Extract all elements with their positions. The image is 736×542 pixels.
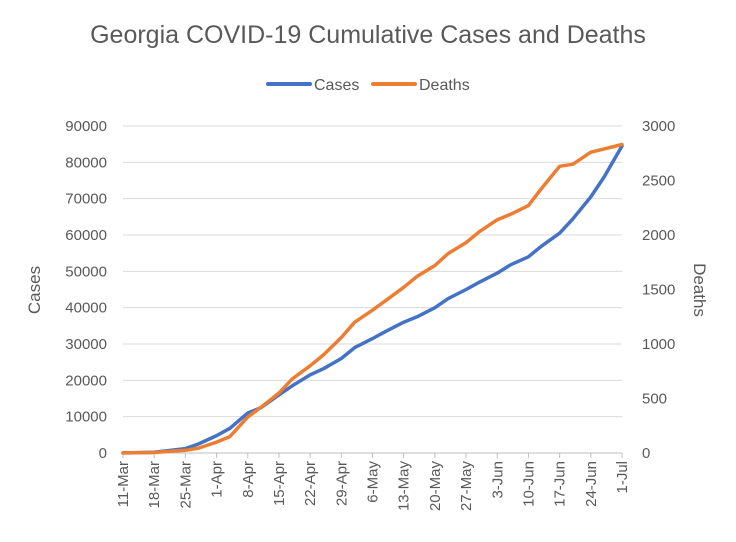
series-lines xyxy=(121,142,624,455)
x-tick-label: 1-Apr xyxy=(209,461,226,498)
x-tick-label: 22-Apr xyxy=(302,461,319,506)
x-tick-label: 11-Mar xyxy=(115,461,132,507)
y-tick-label: 0 xyxy=(99,445,107,462)
y-axis-right-ticks: 0 500 1000 1500 2000 2500 3000 xyxy=(642,118,675,462)
x-tick-label: 6-May xyxy=(365,461,382,503)
chart-title: Georgia COVID-19 Cumulative Cases and De… xyxy=(90,21,646,49)
x-tick-label: 18-Mar xyxy=(146,461,163,509)
x-tick-label: 13-May xyxy=(396,461,413,512)
x-tick-label: 1-Jul xyxy=(614,461,631,494)
y-axis-right-label: Deaths xyxy=(690,263,709,317)
y2-tick-label: 2500 xyxy=(642,173,675,190)
x-tick-label: 17-Jun xyxy=(552,461,569,507)
y-axis-left-label: Cases xyxy=(25,266,44,314)
y2-tick-label: 1000 xyxy=(642,336,675,353)
y2-tick-label: 500 xyxy=(642,391,667,408)
y2-tick-label: 1500 xyxy=(642,282,675,299)
x-axis-ticks: 11-Mar 18-Mar 25-Mar 1-Apr 8-Apr 15-Apr 22-Apr… xyxy=(115,453,631,511)
series-line-cases xyxy=(121,144,624,455)
y-tick-label: 60000 xyxy=(65,227,107,244)
y-axis-left-ticks: 0 10000 20000 30000 40000 50000 60000 70000 8000… xyxy=(65,118,107,462)
x-tick-label: 24-Jun xyxy=(583,461,600,507)
legend: Cases Deaths xyxy=(266,77,470,94)
x-tick-label: 25-Mar xyxy=(177,461,194,509)
x-tick-label: 8-Apr xyxy=(240,461,257,498)
series-line-deaths xyxy=(121,142,624,455)
y-tick-label: 90000 xyxy=(65,118,107,135)
gridlines xyxy=(123,125,622,454)
y2-tick-label: 0 xyxy=(642,445,650,462)
y-tick-label: 80000 xyxy=(65,154,107,171)
x-tick-label: 10-Jun xyxy=(520,461,537,507)
y2-tick-label: 3000 xyxy=(642,118,675,135)
y-tick-label: 40000 xyxy=(65,300,107,317)
y-tick-label: 10000 xyxy=(65,409,107,426)
x-tick-label: 15-Apr xyxy=(271,461,288,506)
y-tick-label: 30000 xyxy=(65,336,107,353)
legend-label-cases: Cases xyxy=(314,77,359,94)
y-tick-label: 50000 xyxy=(65,263,107,280)
y-tick-label: 20000 xyxy=(65,372,107,389)
y-tick-label: 70000 xyxy=(65,191,107,208)
y2-tick-label: 2000 xyxy=(642,227,675,244)
x-tick-label: 20-May xyxy=(427,461,444,512)
legend-label-deaths: Deaths xyxy=(419,77,470,94)
x-tick-label: 29-Apr xyxy=(333,461,350,506)
x-tick-label: 27-May xyxy=(458,461,475,512)
x-tick-label: 3-Jun xyxy=(489,461,506,499)
